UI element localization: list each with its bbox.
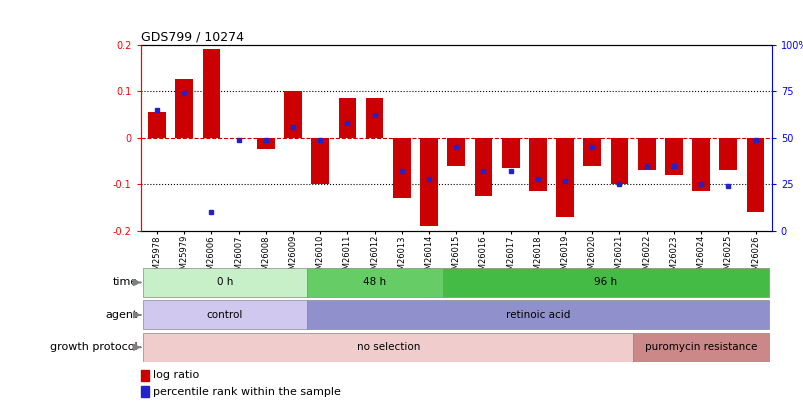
Bar xyxy=(420,138,438,226)
Bar xyxy=(637,138,654,170)
Bar xyxy=(141,370,149,381)
Text: puromycin resistance: puromycin resistance xyxy=(644,342,756,352)
Bar xyxy=(746,138,764,212)
Text: no selection: no selection xyxy=(356,342,419,352)
Bar xyxy=(610,138,628,184)
Bar xyxy=(528,138,546,191)
Text: 0 h: 0 h xyxy=(217,277,233,288)
Bar xyxy=(311,138,328,184)
Bar xyxy=(283,91,301,138)
Bar xyxy=(365,98,383,138)
Bar xyxy=(447,138,464,166)
FancyBboxPatch shape xyxy=(143,333,632,362)
FancyBboxPatch shape xyxy=(306,301,768,330)
Text: 48 h: 48 h xyxy=(363,277,385,288)
Text: GDS799 / 10274: GDS799 / 10274 xyxy=(141,30,243,43)
Bar xyxy=(556,138,573,217)
FancyBboxPatch shape xyxy=(632,333,768,362)
Bar xyxy=(393,138,410,198)
FancyBboxPatch shape xyxy=(306,268,442,297)
Text: 96 h: 96 h xyxy=(593,277,617,288)
Bar xyxy=(664,138,682,175)
Bar xyxy=(474,138,491,196)
Bar xyxy=(501,138,519,168)
Bar xyxy=(175,79,193,138)
Text: percentile rank within the sample: percentile rank within the sample xyxy=(153,387,340,397)
Text: agent: agent xyxy=(105,310,137,320)
FancyBboxPatch shape xyxy=(442,268,768,297)
Bar xyxy=(141,386,149,397)
FancyBboxPatch shape xyxy=(143,301,306,330)
Bar xyxy=(148,112,165,138)
Bar xyxy=(691,138,709,191)
Bar xyxy=(583,138,601,166)
Bar xyxy=(719,138,736,170)
Bar xyxy=(202,49,220,138)
Text: growth protocol: growth protocol xyxy=(50,342,137,352)
Bar xyxy=(338,98,356,138)
Text: control: control xyxy=(206,310,243,320)
Text: time: time xyxy=(112,277,137,288)
Text: log ratio: log ratio xyxy=(153,371,199,380)
FancyBboxPatch shape xyxy=(143,268,306,297)
Bar xyxy=(257,138,275,149)
Text: retinoic acid: retinoic acid xyxy=(505,310,569,320)
